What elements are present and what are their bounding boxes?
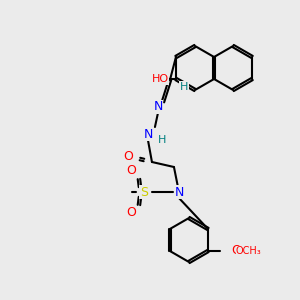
Text: O: O: [126, 164, 136, 178]
Text: N: N: [143, 128, 153, 140]
Text: O: O: [231, 244, 241, 257]
Text: O: O: [126, 206, 136, 220]
Text: H: H: [158, 135, 166, 145]
Text: HO: HO: [152, 74, 169, 84]
Text: OCH₃: OCH₃: [236, 246, 262, 256]
Text: O: O: [123, 151, 133, 164]
Text: N: N: [174, 185, 184, 199]
Text: N: N: [153, 100, 163, 113]
Text: S: S: [140, 185, 148, 199]
Text: H: H: [180, 82, 188, 92]
